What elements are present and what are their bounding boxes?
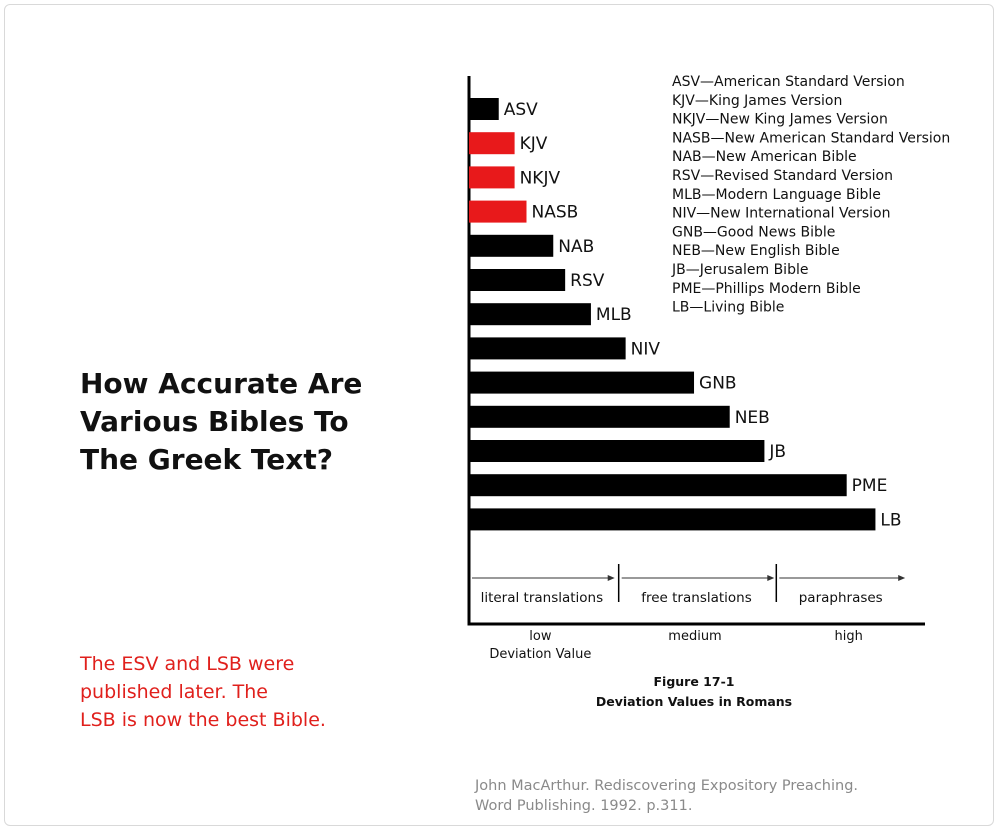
legend-entry: PME—Phillips Modern Bible <box>672 281 861 297</box>
figure-caption-line: Figure 17-1 <box>654 674 735 689</box>
legend-entry: ASV—American Standard Version <box>672 74 905 90</box>
note-line: LSB is now the best Bible. <box>80 709 326 731</box>
citation-line: Word Publishing. 1992. p.311. <box>475 798 693 814</box>
bar-mlb <box>469 303 591 326</box>
legend-entry: NAB—New American Bible <box>672 149 857 165</box>
bar-nasb <box>469 200 527 223</box>
legend-entry: JB—Jerusalem Bible <box>671 262 808 278</box>
region-arrow-head <box>898 575 906 581</box>
bar-nkjv <box>469 166 515 189</box>
bar-label-lb: LB <box>880 510 901 530</box>
region-label: free translations <box>641 590 752 606</box>
bar-neb <box>469 405 730 428</box>
legend-entry: NASB—New American Standard Version <box>672 130 950 146</box>
bar-label-asv: ASV <box>504 100 538 120</box>
bar-pme <box>469 474 847 497</box>
region-arrow-head <box>767 575 775 581</box>
publication-note: The ESV and LSB were published later. Th… <box>80 650 400 734</box>
legend-entry: NIV—New International Version <box>672 206 890 222</box>
legend-entry: NKJV—New King James Version <box>672 112 888 128</box>
legend-entry: RSV—Revised Standard Version <box>672 168 893 184</box>
note-line: published later. The <box>80 681 268 703</box>
bar-label-pme: PME <box>852 476 888 496</box>
x-tick-label: low <box>529 629 552 644</box>
region-label: literal translations <box>481 590 604 606</box>
bar-lb <box>469 508 876 531</box>
legend-entry: MLB—Modern Language Bible <box>672 187 881 203</box>
legend-entry: NEB—New English Bible <box>672 243 840 259</box>
x-axis-label: Deviation Value <box>489 647 591 662</box>
bar-label-nasb: NASB <box>531 203 578 223</box>
legend-entry: LB—Living Bible <box>672 300 784 316</box>
bar-label-mlb: MLB <box>596 305 632 325</box>
title-line: How Accurate Are <box>80 367 363 400</box>
region-arrow-head <box>607 575 615 581</box>
bar-kjv <box>469 132 515 155</box>
title-line: Various Bibles To <box>80 405 349 438</box>
region-label: paraphrases <box>799 590 883 606</box>
note-line: The ESV and LSB were <box>80 653 295 675</box>
legend-entry: KJV—King James Version <box>672 93 842 109</box>
bar-jb <box>469 440 765 462</box>
bar-label-nab: NAB <box>558 237 594 257</box>
bar-label-jb: JB <box>768 442 786 462</box>
page-title: How Accurate Are Various Bibles To The G… <box>80 365 420 479</box>
source-citation: John MacArthur. Rediscovering Expository… <box>475 776 858 816</box>
figure-caption-line: Deviation Values in Romans <box>596 694 792 709</box>
bar-label-neb: NEB <box>735 408 770 428</box>
bar-nab <box>469 234 554 257</box>
x-tick-label: medium <box>668 629 721 644</box>
citation-line: John MacArthur. Rediscovering Expository… <box>475 778 859 794</box>
bar-label-rsv: RSV <box>570 271 605 291</box>
bar-label-gnb: GNB <box>699 374 737 394</box>
bar-niv <box>469 337 626 360</box>
bar-rsv <box>469 269 566 291</box>
legend-entry: GNB—Good News Bible <box>672 224 835 240</box>
bar-label-kjv: KJV <box>520 134 548 154</box>
x-tick-label: high <box>834 629 862 644</box>
bar-label-niv: NIV <box>631 339 661 359</box>
bar-gnb <box>469 371 695 394</box>
bar-label-nkjv: NKJV <box>520 168 561 188</box>
title-line: The Greek Text? <box>80 443 333 476</box>
bar-asv <box>469 98 499 120</box>
